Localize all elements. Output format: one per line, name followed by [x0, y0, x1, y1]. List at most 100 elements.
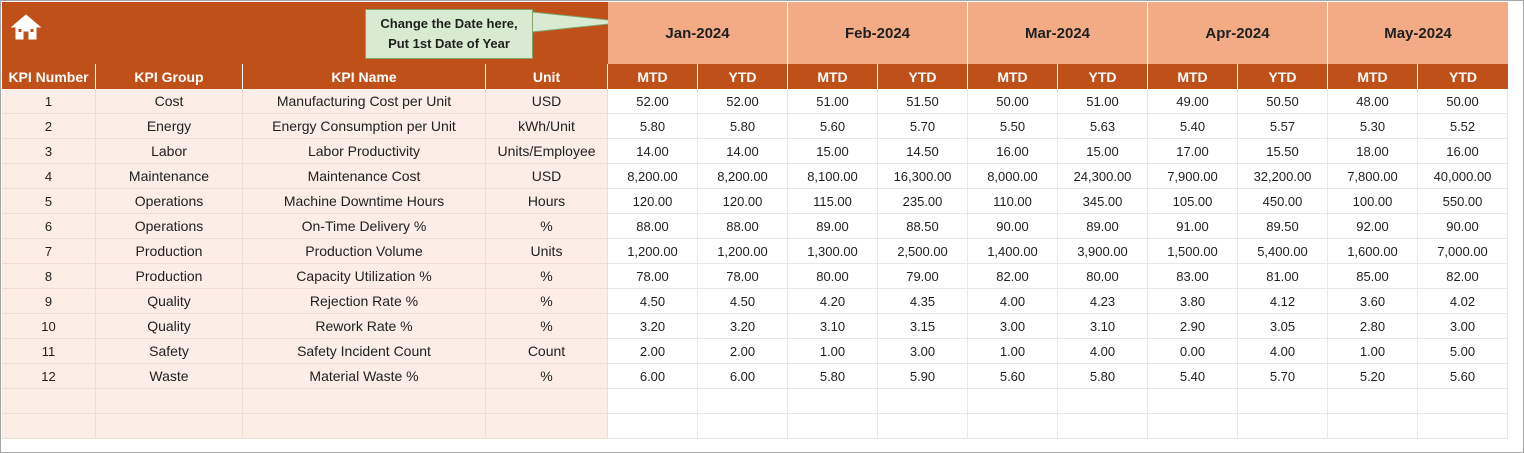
kpi-name-cell[interactable]: Labor Productivity: [243, 139, 486, 164]
kpi-number-cell[interactable]: 12: [2, 364, 96, 389]
ytd-value-cell[interactable]: 3.00: [1418, 314, 1508, 339]
ytd-value-cell[interactable]: 14.50: [878, 139, 968, 164]
mtd-value-cell[interactable]: 16.00: [968, 139, 1058, 164]
ytd-value-cell[interactable]: 16,300.00: [878, 164, 968, 189]
mtd-value-cell[interactable]: 89.00: [788, 214, 878, 239]
ytd-value-cell[interactable]: 4.12: [1238, 289, 1328, 314]
ytd-value-cell[interactable]: 3.05: [1238, 314, 1328, 339]
mtd-value-cell[interactable]: 2.00: [608, 339, 698, 364]
unit-cell[interactable]: Hours: [486, 189, 608, 214]
empty-cell[interactable]: [1238, 389, 1328, 414]
mtd-value-cell[interactable]: 7,900.00: [1148, 164, 1238, 189]
empty-cell[interactable]: [96, 414, 243, 439]
month-header-5[interactable]: May-2024: [1328, 2, 1509, 64]
mtd-value-cell[interactable]: 3.60: [1328, 289, 1418, 314]
mtd-value-cell[interactable]: 1,500.00: [1148, 239, 1238, 264]
mtd-value-cell[interactable]: 1.00: [788, 339, 878, 364]
kpi-name-cell[interactable]: Machine Downtime Hours: [243, 189, 486, 214]
ytd-value-cell[interactable]: 3.10: [1058, 314, 1148, 339]
ytd-value-cell[interactable]: 235.00: [878, 189, 968, 214]
ytd-value-cell[interactable]: 5.80: [1058, 364, 1148, 389]
month-header-4[interactable]: Apr-2024: [1148, 2, 1328, 64]
empty-cell[interactable]: [1058, 389, 1148, 414]
unit-cell[interactable]: USD: [486, 164, 608, 189]
mtd-value-cell[interactable]: 4.50: [608, 289, 698, 314]
kpi-number-cell[interactable]: 3: [2, 139, 96, 164]
mtd-value-cell[interactable]: 15.00: [788, 139, 878, 164]
mtd-value-cell[interactable]: 7,800.00: [1328, 164, 1418, 189]
mtd-value-cell[interactable]: 1.00: [1328, 339, 1418, 364]
unit-cell[interactable]: USD: [486, 89, 608, 114]
unit-cell[interactable]: %: [486, 314, 608, 339]
ytd-value-cell[interactable]: 5.70: [1238, 364, 1328, 389]
empty-cell[interactable]: [698, 414, 788, 439]
mtd-value-cell[interactable]: 0.00: [1148, 339, 1238, 364]
mtd-value-cell[interactable]: 52.00: [608, 89, 698, 114]
kpi-name-cell[interactable]: Capacity Utilization %: [243, 264, 486, 289]
ytd-value-cell[interactable]: 89.50: [1238, 214, 1328, 239]
kpi-number-cell[interactable]: 1: [2, 89, 96, 114]
mtd-value-cell[interactable]: 78.00: [608, 264, 698, 289]
ytd-value-cell[interactable]: 52.00: [698, 89, 788, 114]
ytd-value-cell[interactable]: 5,400.00: [1238, 239, 1328, 264]
mtd-value-cell[interactable]: 100.00: [1328, 189, 1418, 214]
unit-cell[interactable]: Units: [486, 239, 608, 264]
kpi-number-cell[interactable]: 6: [2, 214, 96, 239]
empty-cell[interactable]: [1148, 414, 1238, 439]
ytd-value-cell[interactable]: 4.50: [698, 289, 788, 314]
mtd-value-cell[interactable]: 4.00: [968, 289, 1058, 314]
kpi-number-cell[interactable]: 5: [2, 189, 96, 214]
empty-cell[interactable]: [788, 389, 878, 414]
unit-cell[interactable]: Units/Employee: [486, 139, 608, 164]
ytd-value-cell[interactable]: 450.00: [1238, 189, 1328, 214]
empty-cell[interactable]: [698, 389, 788, 414]
ytd-value-cell[interactable]: 5.57: [1238, 114, 1328, 139]
mtd-value-cell[interactable]: 48.00: [1328, 89, 1418, 114]
ytd-value-cell[interactable]: 81.00: [1238, 264, 1328, 289]
ytd-value-cell[interactable]: 78.00: [698, 264, 788, 289]
kpi-number-cell[interactable]: 7: [2, 239, 96, 264]
empty-cell[interactable]: [243, 389, 486, 414]
unit-cell[interactable]: %: [486, 264, 608, 289]
mtd-value-cell[interactable]: 82.00: [968, 264, 1058, 289]
mtd-value-cell[interactable]: 1,600.00: [1328, 239, 1418, 264]
ytd-value-cell[interactable]: 5.63: [1058, 114, 1148, 139]
kpi-number-cell[interactable]: 9: [2, 289, 96, 314]
ytd-value-cell[interactable]: 15.00: [1058, 139, 1148, 164]
kpi-name-cell[interactable]: Safety Incident Count: [243, 339, 486, 364]
mtd-value-cell[interactable]: 3.80: [1148, 289, 1238, 314]
unit-cell[interactable]: %: [486, 214, 608, 239]
empty-cell[interactable]: [968, 389, 1058, 414]
ytd-value-cell[interactable]: 50.50: [1238, 89, 1328, 114]
kpi-group-cell[interactable]: Safety: [96, 339, 243, 364]
empty-cell[interactable]: [1328, 414, 1418, 439]
ytd-value-cell[interactable]: 5.70: [878, 114, 968, 139]
empty-cell[interactable]: [486, 414, 608, 439]
mtd-value-cell[interactable]: 90.00: [968, 214, 1058, 239]
mtd-value-cell[interactable]: 91.00: [1148, 214, 1238, 239]
mtd-value-cell[interactable]: 49.00: [1148, 89, 1238, 114]
mtd-value-cell[interactable]: 5.60: [788, 114, 878, 139]
kpi-name-cell[interactable]: Production Volume: [243, 239, 486, 264]
mtd-value-cell[interactable]: 2.90: [1148, 314, 1238, 339]
ytd-value-cell[interactable]: 80.00: [1058, 264, 1148, 289]
ytd-value-cell[interactable]: 89.00: [1058, 214, 1148, 239]
empty-cell[interactable]: [1328, 389, 1418, 414]
ytd-value-cell[interactable]: 345.00: [1058, 189, 1148, 214]
ytd-value-cell[interactable]: 88.00: [698, 214, 788, 239]
mtd-value-cell[interactable]: 92.00: [1328, 214, 1418, 239]
mtd-value-cell[interactable]: 3.00: [968, 314, 1058, 339]
kpi-group-cell[interactable]: Labor: [96, 139, 243, 164]
month-header-2[interactable]: Feb-2024: [788, 2, 968, 64]
unit-cell[interactable]: %: [486, 289, 608, 314]
empty-cell[interactable]: [1418, 389, 1508, 414]
mtd-value-cell[interactable]: 17.00: [1148, 139, 1238, 164]
mtd-value-cell[interactable]: 8,000.00: [968, 164, 1058, 189]
mtd-value-cell[interactable]: 105.00: [1148, 189, 1238, 214]
mtd-value-cell[interactable]: 5.80: [788, 364, 878, 389]
ytd-value-cell[interactable]: 51.50: [878, 89, 968, 114]
ytd-value-cell[interactable]: 5.60: [1418, 364, 1508, 389]
ytd-value-cell[interactable]: 16.00: [1418, 139, 1508, 164]
ytd-value-cell[interactable]: 3.15: [878, 314, 968, 339]
home-icon[interactable]: [10, 12, 42, 42]
